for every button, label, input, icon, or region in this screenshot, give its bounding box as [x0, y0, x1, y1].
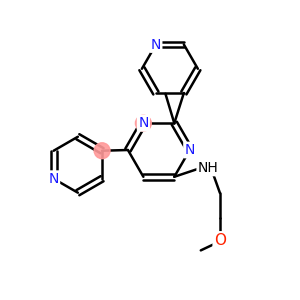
- Text: NH: NH: [198, 161, 218, 175]
- Circle shape: [94, 143, 110, 159]
- Text: N: N: [48, 172, 59, 186]
- Text: N: N: [184, 143, 195, 157]
- Text: N: N: [138, 116, 148, 130]
- Circle shape: [135, 115, 151, 131]
- Text: O: O: [214, 232, 226, 247]
- Text: N: N: [151, 38, 161, 52]
